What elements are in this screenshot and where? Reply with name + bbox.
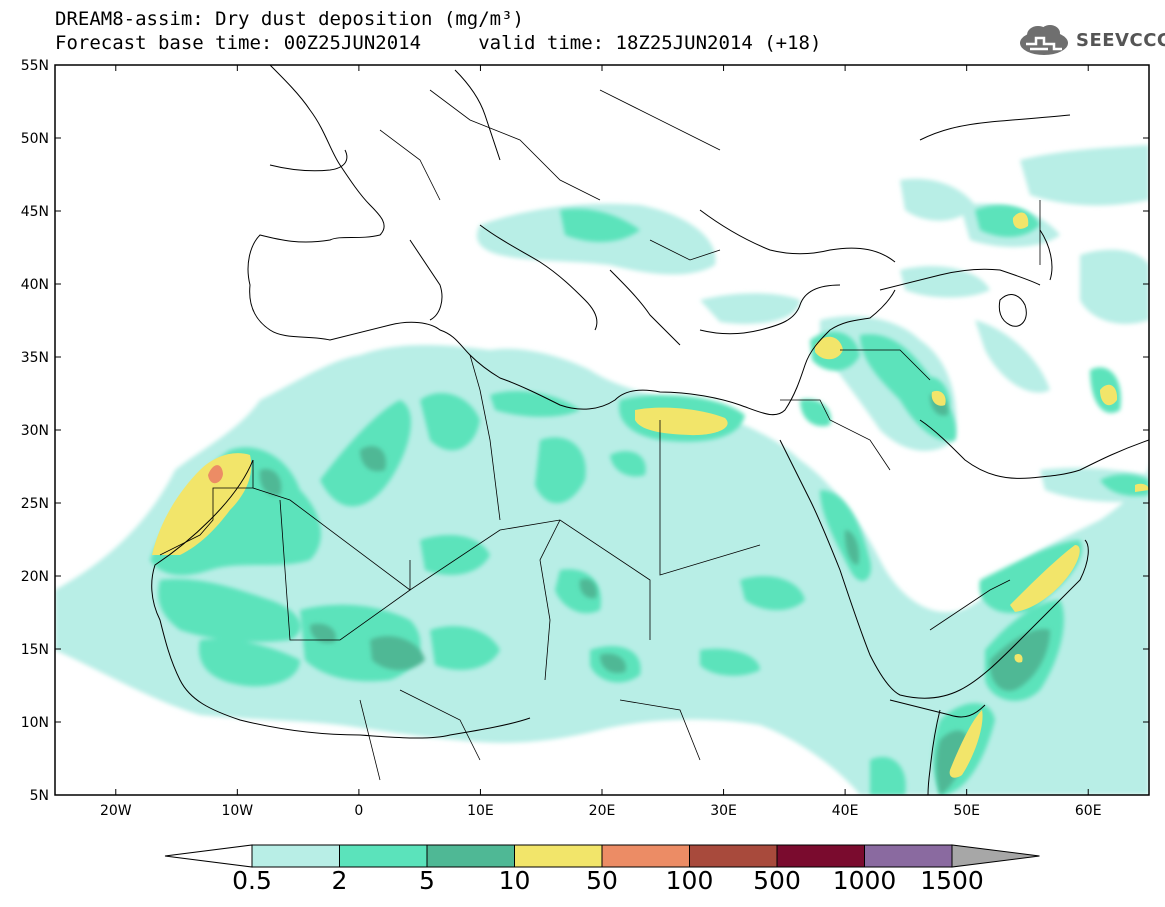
lat-tick-label: 40N: [21, 277, 49, 293]
seevccc-logo: SEEVCCC: [1018, 22, 1165, 58]
logo-text: SEEVCCC: [1076, 29, 1165, 51]
colorbar-segment: [251, 844, 340, 868]
colorbar-segment: [689, 844, 778, 868]
colorbar-segment: [514, 844, 603, 868]
lon-tick-label: 10E: [467, 803, 494, 819]
lon-tick-label: 20E: [589, 803, 616, 819]
lon-tick-label: 0: [354, 803, 363, 819]
lat-tick-label: 20N: [21, 569, 49, 585]
colorbar-segment: [864, 844, 953, 868]
colorbar-segment: [776, 844, 865, 868]
coastlines: [151, 65, 1149, 795]
longitude-axis: 20W 10W 0 10E 20E 30E 40E 50E 60E: [100, 65, 1102, 819]
lat-tick-label: 45N: [21, 204, 49, 220]
lat-tick-label: 5N: [30, 788, 49, 804]
forecast-time-subtitle: Forecast base time: 00Z25JUN2014 valid t…: [55, 32, 822, 54]
colorbar-label: 0.5: [232, 866, 272, 895]
colorbar-label: 500: [753, 866, 801, 895]
latitude-axis: 5N 10N 15N 20N 25N 30N 35N 40N 45N 50N 55N: [21, 58, 1149, 804]
colorbar-low-extension: [164, 844, 253, 868]
lat-tick-label: 10N: [21, 715, 49, 731]
colorbar-label: 50: [586, 866, 618, 895]
colorbar-segment: [426, 844, 515, 868]
colorbar-label: 5: [419, 866, 435, 895]
lon-tick-label: 50E: [953, 803, 980, 819]
dust-level-yellow: [152, 212, 1149, 778]
lon-tick-label: 20W: [100, 803, 132, 819]
colorbar-label: 1000: [833, 866, 897, 895]
lat-tick-label: 35N: [21, 350, 49, 366]
lon-tick-label: 10W: [221, 803, 253, 819]
lon-tick-label: 40E: [832, 803, 859, 819]
lat-tick-label: 55N: [21, 58, 49, 74]
dust-level-orange: [208, 465, 223, 484]
colorbar-segment: [601, 844, 690, 868]
map-title: DREAM8-assim: Dry dust deposition (mg/m³…: [55, 8, 524, 30]
colorbar-label: 1500: [920, 866, 984, 895]
country-borders: [159, 89, 1041, 781]
lat-tick-label: 50N: [21, 131, 49, 147]
lat-tick-label: 15N: [21, 642, 49, 658]
dust-field: [55, 65, 1149, 795]
colorbar-label: 2: [332, 866, 348, 895]
colorbar-label: 10: [499, 866, 531, 895]
lat-tick-label: 25N: [21, 496, 49, 512]
lon-tick-label: 60E: [1075, 803, 1102, 819]
colorbar-segment: [339, 844, 428, 868]
colorbar-label: 100: [666, 866, 714, 895]
lat-tick-label: 30N: [21, 423, 49, 439]
cloud-logo-icon: [1020, 25, 1068, 55]
colorbar-high-extension: [951, 844, 1040, 868]
colorbar: 0.5 2 5 10 50 100 500 1000 1500: [164, 844, 1040, 895]
lon-tick-label: 30E: [710, 803, 737, 819]
